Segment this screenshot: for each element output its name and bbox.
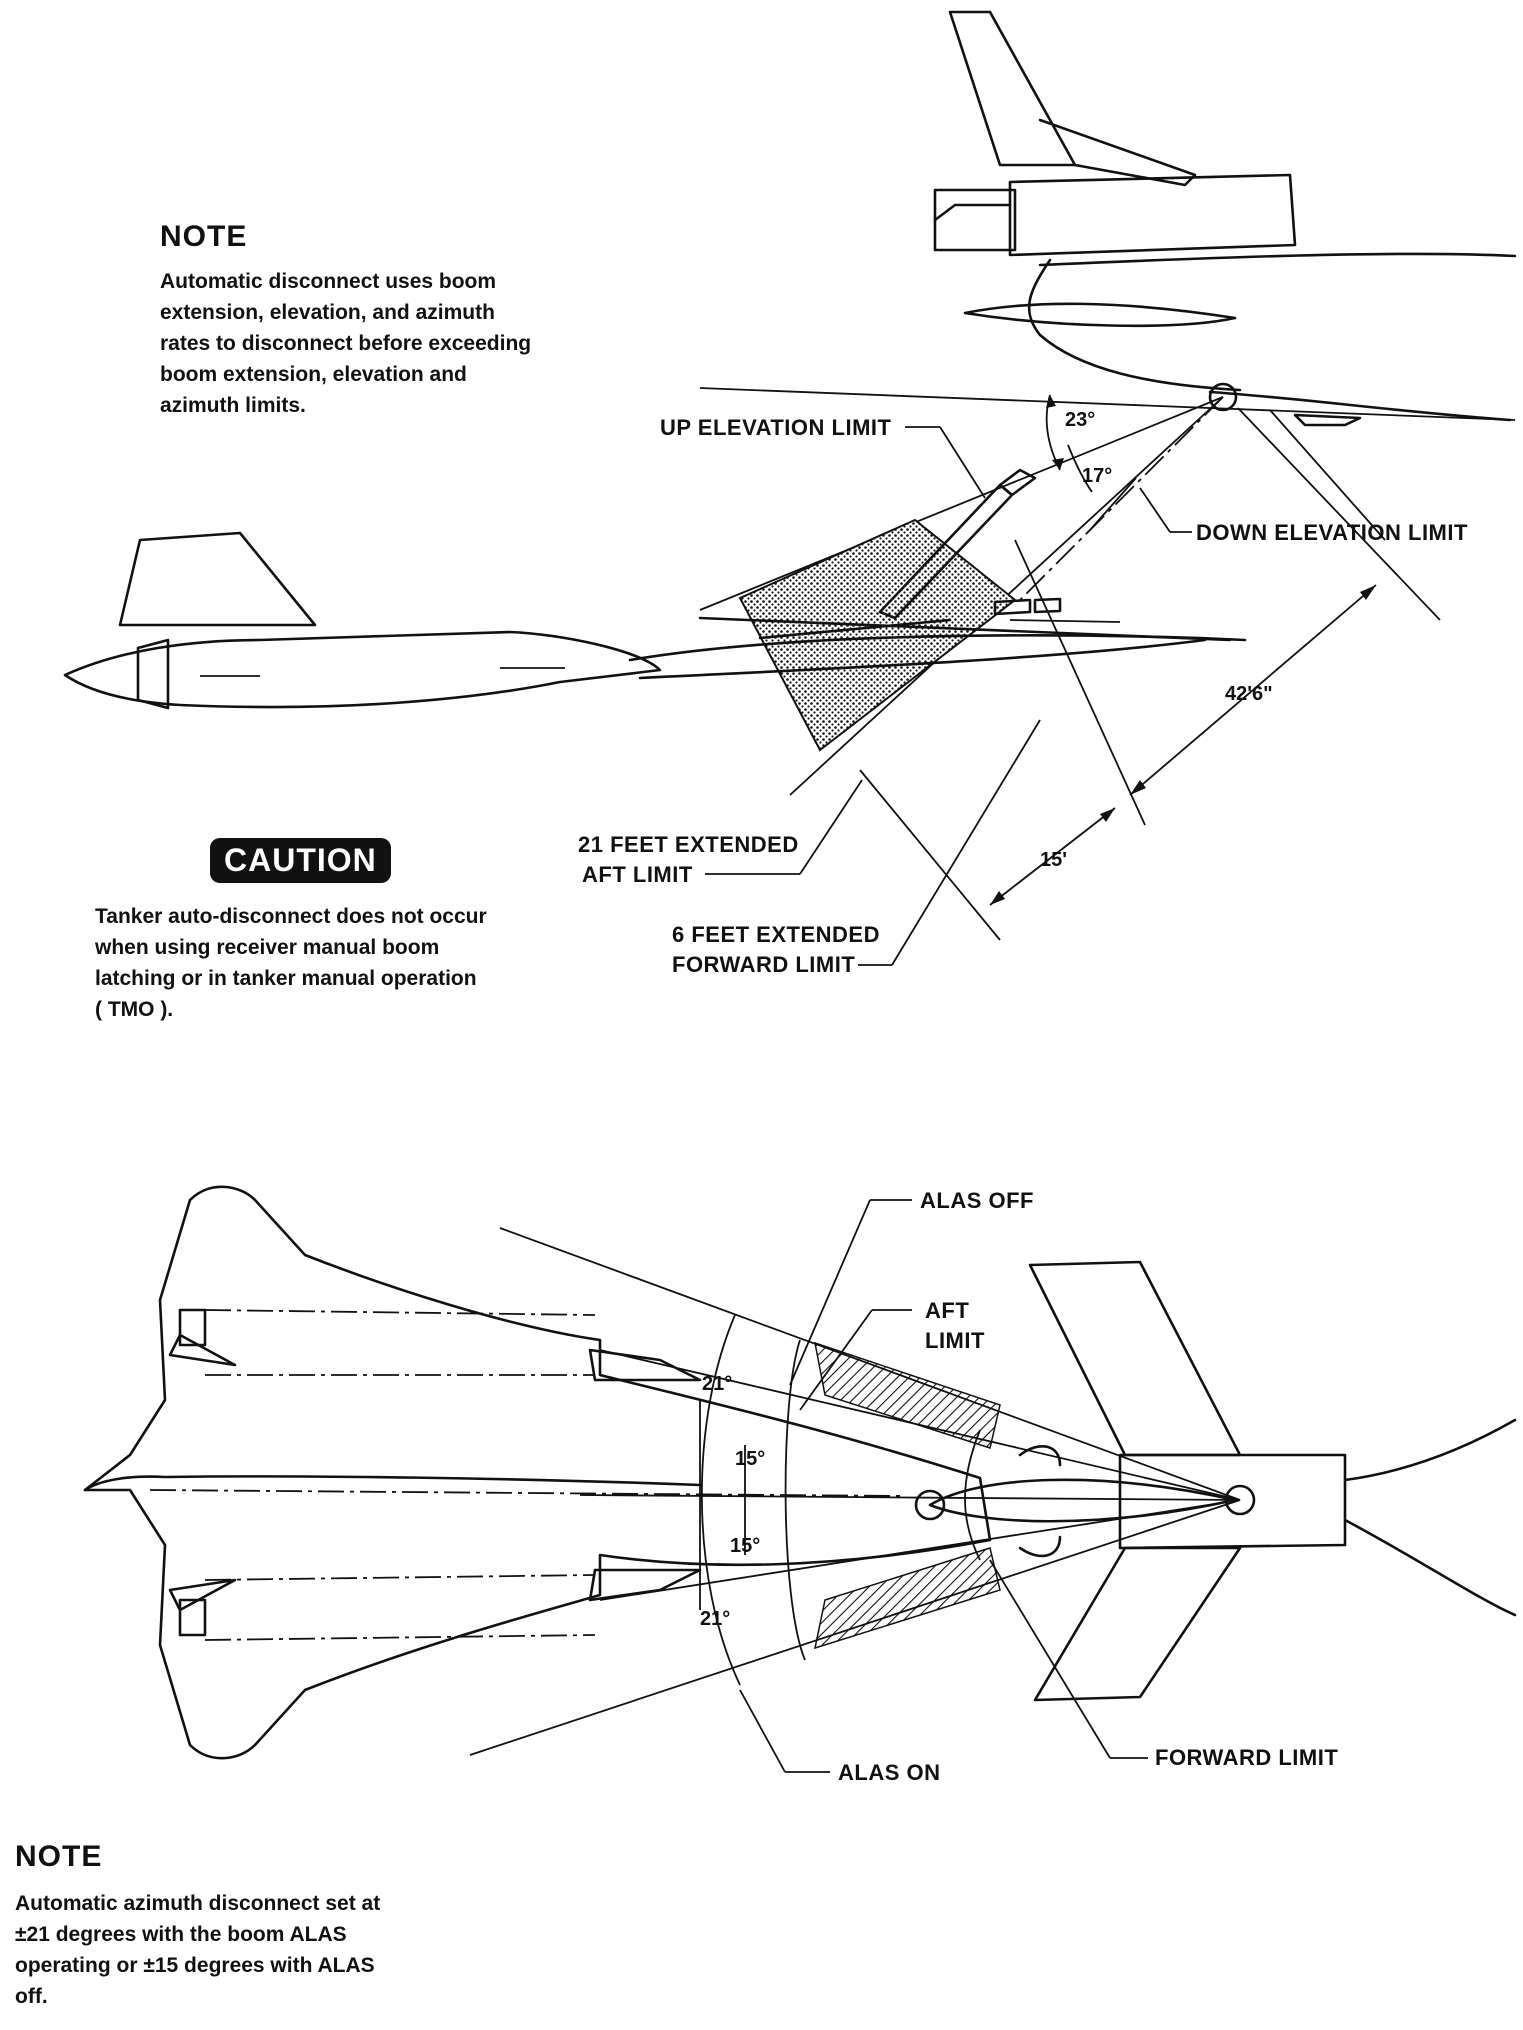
length-total-label: 42'6"	[1225, 683, 1273, 705]
caution-line-3: latching or in tanker manual operation	[95, 967, 477, 990]
top-view: ALAS OFF AFT LIMIT 21° 15° 15° 21° ALAS …	[83, 1185, 1517, 1785]
caution-line-4: ( TMO ).	[95, 998, 174, 1021]
note-bottom-text: Automatic azimuth disconnect set at ±21 …	[15, 1888, 435, 2012]
caution-text: Tanker auto-disconnect does not occur wh…	[95, 901, 545, 1025]
caution-block: CAUTION Tanker auto-disconnect does not …	[95, 838, 545, 1025]
caution-line-2: when using receiver manual boom	[95, 936, 440, 959]
alas-off-label: ALAS OFF	[920, 1188, 1034, 1213]
note-bottom-line-1: Automatic azimuth disconnect set at	[15, 1892, 381, 1915]
angle-up-label: 23°	[1065, 409, 1095, 431]
aft-limit-top-line1: AFT	[925, 1298, 969, 1323]
angle-21-lower: 21°	[700, 1608, 730, 1630]
aft-limit-label-line1: 21 FEET EXTENDED	[578, 832, 799, 857]
note-top-line-2: extension, elevation, and azimuth	[160, 301, 495, 324]
tanker-tail-top	[1028, 1260, 1517, 1702]
angle-15-upper: 15°	[735, 1448, 765, 1470]
note-bottom-line-2: ±21 degrees with the boom ALAS	[15, 1923, 347, 1946]
receiver-aircraft-top	[83, 1185, 992, 1760]
up-elevation-limit-label: UP ELEVATION LIMIT	[660, 415, 892, 440]
fwd-limit-label-line1: 6 FEET EXTENDED	[672, 922, 880, 947]
note-top-line-5: azimuth limits.	[160, 394, 306, 417]
down-elevation-limit-label: DOWN ELEVATION LIMIT	[1196, 520, 1468, 545]
angle-15-lower: 15°	[730, 1535, 760, 1557]
aft-limit-top-line2: LIMIT	[925, 1328, 985, 1353]
boom-geometry-side	[699, 382, 1516, 941]
note-bottom-line-4: off.	[15, 1985, 48, 2008]
note-top: NOTE Automatic disconnect uses boom exte…	[160, 220, 580, 421]
note-top-line-4: boom extension, elevation and	[160, 363, 467, 386]
side-view: UP ELEVATION LIMIT 23° 17° DOWN ELEVATIO…	[63, 10, 1517, 977]
fwd-limit-label-line2: FORWARD LIMIT	[672, 952, 855, 977]
length-extended-label: 15'	[1040, 849, 1067, 871]
azimuth-cones	[469, 1227, 1256, 1756]
note-bottom: NOTE Automatic azimuth disconnect set at…	[15, 1840, 435, 2012]
caution-line-1: Tanker auto-disconnect does not occur	[95, 905, 487, 928]
forward-limit-label: FORWARD LIMIT	[1155, 1745, 1338, 1770]
tanker-tail-side	[933, 10, 1517, 427]
note-bottom-line-3: operating or ±15 degrees with ALAS	[15, 1954, 375, 1977]
note-top-text: Automatic disconnect uses boom extension…	[160, 266, 580, 421]
note-top-line-3: rates to disconnect before exceeding	[160, 332, 532, 355]
alas-on-label: ALAS ON	[838, 1760, 941, 1785]
angle-21-upper: 21°	[702, 1373, 732, 1395]
receiver-aircraft-side	[63, 531, 1247, 710]
aft-limit-label-line2: AFT LIMIT	[582, 862, 693, 887]
note-top-heading: NOTE	[160, 220, 248, 253]
angle-down-label: 17°	[1082, 465, 1112, 487]
note-bottom-heading: NOTE	[15, 1840, 103, 1873]
caution-badge: CAUTION	[210, 838, 391, 883]
note-top-line-1: Automatic disconnect uses boom	[160, 270, 497, 293]
